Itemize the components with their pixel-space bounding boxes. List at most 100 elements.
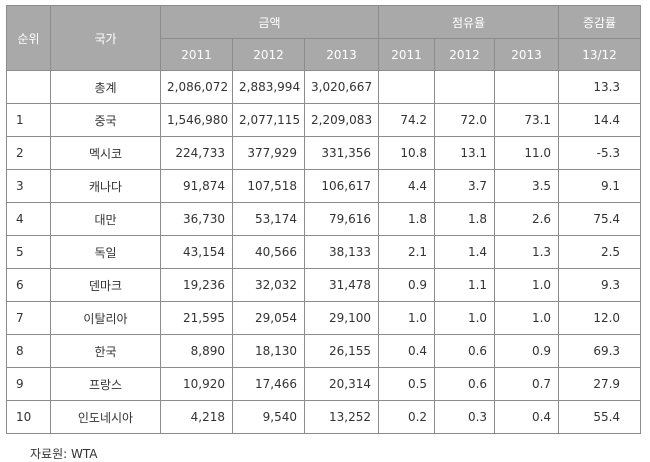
cell-share-2012: 1.4: [434, 235, 496, 269]
cell-share-2011: 1.8: [378, 202, 436, 236]
cell-amount-2011: 10,920: [160, 367, 233, 401]
cell-amount-2011: 224,733: [160, 136, 233, 170]
cell-share-2013: 0.4: [494, 400, 560, 434]
cell-share-2013: 0.9: [494, 334, 560, 368]
header-amount-2013: 2013: [303, 38, 380, 71]
cell-rank: [6, 70, 51, 104]
cell-share-2013: 1.3: [494, 235, 560, 269]
cell-share-2013: 2.6: [494, 202, 560, 236]
header-country: 국가: [50, 5, 161, 71]
table-row: 8 한국 8,890 18,130 26,155 0.4 0.6 0.9 69.3: [6, 334, 642, 368]
cell-amount-2013: 331,356: [303, 136, 380, 170]
import-statistics-table: 순위 국가 금액 점유율 증감률 2011 2012 2013 2011 201…: [6, 5, 642, 434]
cell-amount-2012: 32,032: [232, 268, 305, 302]
cell-amount-2012: 18,130: [232, 334, 305, 368]
cell-amount-2012: 53,174: [232, 202, 305, 236]
table-row: 7 이탈리아 21,595 29,054 29,100 1.0 1.0 1.0 12.0: [6, 301, 642, 335]
cell-share-2012: 0.6: [434, 334, 496, 368]
cell-share-2012: 0.6: [434, 367, 496, 401]
cell-rank: 7: [6, 301, 51, 335]
table-row: 4 대만 36,730 53,174 79,616 1.8 1.8 2.6 75.4: [6, 202, 642, 236]
cell-amount-2013: 106,617: [303, 169, 380, 203]
cell-change: 2.5: [558, 235, 642, 269]
cell-amount-2011: 91,874: [160, 169, 233, 203]
cell-rank: 3: [6, 169, 51, 203]
cell-rank: 8: [6, 334, 51, 368]
import-statistics-table-wrapper: 순위 국가 금액 점유율 증감률 2011 2012 2013 2011 201…: [6, 5, 642, 434]
header-share-2012: 2012: [434, 38, 496, 71]
cell-share-2012: 72.0: [434, 103, 496, 137]
cell-share-2011: 2.1: [378, 235, 436, 269]
cell-amount-2011: 21,595: [160, 301, 233, 335]
cell-rank: 5: [6, 235, 51, 269]
cell-amount-2013: 38,133: [303, 235, 380, 269]
cell-country: 중국: [50, 103, 161, 137]
cell-amount-2013: 31,478: [303, 268, 380, 302]
cell-share-2011: 74.2: [378, 103, 436, 137]
header-row-top: 순위 국가 금액 점유율 증감률: [6, 5, 642, 71]
cell-share-2011: 0.2: [378, 400, 436, 434]
cell-change: 12.0: [558, 301, 642, 335]
table-row: 6 덴마크 19,236 32,032 31,478 0.9 1.1 1.0 9.3: [6, 268, 642, 302]
cell-amount-2012: 2,883,994: [232, 70, 305, 104]
cell-share-2013: 11.0: [494, 136, 560, 170]
cell-share-2013: 3.5: [494, 169, 560, 203]
header-row-years: 2011 2012 2013 2011 2012 2013 13/12: [7, 38, 642, 71]
cell-change: 75.4: [558, 202, 642, 236]
cell-change: 55.4: [558, 400, 642, 434]
cell-amount-2012: 40,566: [232, 235, 305, 269]
cell-amount-2012: 9,540: [232, 400, 305, 434]
cell-share-2013: 73.1: [494, 103, 560, 137]
header-share: 점유율: [378, 5, 560, 39]
cell-amount-2011: 8,890: [160, 334, 233, 368]
cell-share-2011: 10.8: [378, 136, 436, 170]
cell-rank: 1: [6, 103, 51, 137]
cell-country: 인도네시아: [50, 400, 161, 434]
table-body: 총계 2,086,072 2,883,994 3,020,667 13.3 1 중국 1,54…: [6, 70, 642, 434]
table-header: 순위 국가 금액 점유율 증감률 2011 2012 2013 2011 201…: [6, 5, 642, 71]
cell-amount-2011: 4,218: [160, 400, 233, 434]
cell-amount-2012: 107,518: [232, 169, 305, 203]
cell-share-2011: 1.0: [378, 301, 436, 335]
header-amount-2012: 2012: [232, 38, 305, 71]
cell-change: -5.3: [558, 136, 642, 170]
cell-country: 이탈리아: [50, 301, 161, 335]
table-row-total: 총계 2,086,072 2,883,994 3,020,667 13.3: [6, 70, 642, 104]
cell-rank: 9: [6, 367, 51, 401]
table-row: 1 중국 1,546,980 2,077,115 2,209,083 74.2 72.0 73…: [6, 103, 642, 137]
cell-amount-2013: 26,155: [303, 334, 380, 368]
cell-amount-2011: 36,730: [160, 202, 233, 236]
table-row: 9 프랑스 10,920 17,466 20,314 0.5 0.6 0.7 27.9: [6, 367, 642, 401]
cell-amount-2013: 20,314: [303, 367, 380, 401]
cell-rank: 4: [6, 202, 51, 236]
header-rank: 순위: [6, 5, 51, 71]
cell-amount-2012: 17,466: [232, 367, 305, 401]
cell-share-2012: 1.8: [434, 202, 496, 236]
cell-amount-2011: 1,546,980: [160, 103, 233, 137]
cell-change: 9.1: [558, 169, 642, 203]
cell-share-2012: 0.3: [434, 400, 496, 434]
cell-change: 13.3: [558, 70, 642, 104]
cell-amount-2013: 3,020,667: [303, 70, 380, 104]
cell-share-2011: 0.9: [378, 268, 436, 302]
cell-country: 캐나다: [50, 169, 161, 203]
cell-share-2011: [378, 70, 436, 104]
table-row: 2 멕시코 224,733 377,929 331,356 10.8 13.1 11.0 -5.…: [6, 136, 642, 170]
cell-amount-2013: 2,209,083: [303, 103, 380, 137]
cell-country: 대만: [50, 202, 161, 236]
cell-amount-2013: 79,616: [303, 202, 380, 236]
cell-amount-2013: 29,100: [303, 301, 380, 335]
cell-share-2013: 0.7: [494, 367, 560, 401]
cell-amount-2012: 2,077,115: [232, 103, 305, 137]
cell-share-2012: 1.0: [434, 301, 496, 335]
cell-amount-2011: 2,086,072: [160, 70, 233, 104]
cell-change: 14.4: [558, 103, 642, 137]
header-change: 증감률: [558, 5, 642, 39]
cell-amount-2013: 13,252: [303, 400, 380, 434]
cell-country: 멕시코: [50, 136, 161, 170]
cell-share-2012: [434, 70, 496, 104]
cell-share-2011: 0.4: [378, 334, 436, 368]
cell-rank: 6: [6, 268, 51, 302]
cell-share-2013: [494, 70, 560, 104]
source-footnote: 자료원: WTA: [30, 447, 98, 461]
